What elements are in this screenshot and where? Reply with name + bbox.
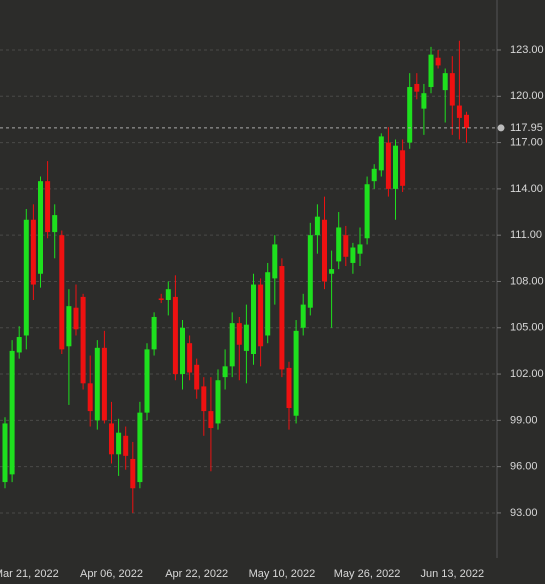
x-tick-label: Jun 13, 2022	[420, 568, 484, 580]
candle-body	[16, 337, 22, 353]
y-tick-label: 123.00	[510, 44, 544, 56]
candle-body	[180, 327, 185, 375]
candle-body	[165, 289, 171, 300]
candle-body	[265, 272, 271, 336]
candle-body	[45, 181, 51, 233]
candle-body	[357, 244, 363, 254]
candle-body	[350, 247, 356, 263]
candle-body	[52, 215, 58, 233]
candle-body	[322, 219, 327, 282]
candle-body	[215, 380, 221, 424]
x-tick-label: Apr 22, 2022	[165, 568, 228, 580]
candle-body	[116, 432, 122, 455]
candle-body	[393, 145, 398, 189]
candle-body	[407, 87, 413, 143]
candle-body	[343, 235, 349, 257]
candle-body	[123, 435, 129, 456]
candle-body	[364, 184, 370, 239]
x-tick-label: May 10, 2022	[249, 568, 316, 580]
candle-body	[456, 105, 462, 118]
x-tick-label: Mar 21, 2022	[0, 568, 59, 580]
candle-body	[229, 323, 235, 367]
candle-body	[201, 386, 207, 412]
candle-body	[187, 343, 193, 373]
candle-body	[336, 227, 342, 262]
y-tick-label: 117.00	[510, 136, 543, 148]
last-price-box	[506, 119, 545, 136]
candle-body	[293, 330, 299, 416]
candle-body	[144, 349, 150, 413]
candle-body	[378, 136, 384, 171]
candle-body	[286, 367, 292, 409]
y-tick-label: 114.00	[510, 183, 543, 195]
candle-body	[23, 219, 29, 336]
y-tick-label: 93.00	[510, 507, 538, 519]
y-tick-label: 120.00	[510, 90, 544, 102]
candle-body	[208, 411, 214, 429]
candle-body	[442, 73, 448, 91]
candle-body	[251, 284, 256, 354]
candle-body	[258, 284, 264, 347]
candle-body	[279, 266, 285, 370]
candle-body	[243, 324, 249, 351]
candle-body	[435, 57, 441, 66]
candle-body	[59, 235, 65, 350]
candle-body	[73, 307, 79, 330]
candle-body	[137, 412, 143, 483]
candle-body	[385, 142, 391, 189]
candle-body	[151, 316, 157, 350]
candle-body	[38, 181, 43, 274]
candle-body	[130, 458, 136, 489]
candle-body	[172, 296, 178, 375]
candle-body	[101, 347, 107, 421]
candle-body	[66, 306, 72, 347]
candle-body	[400, 150, 406, 186]
candle-body	[449, 73, 455, 106]
last-price-label: 117.95	[510, 122, 543, 134]
candle-body	[236, 323, 242, 345]
candle-body	[414, 83, 420, 92]
candle-body	[421, 93, 427, 109]
y-tick-label: 102.00	[510, 368, 544, 380]
x-tick-label: Apr 06, 2022	[80, 568, 143, 580]
candle-body	[80, 296, 86, 384]
candle-body	[94, 347, 100, 421]
last-price-marker	[497, 124, 505, 132]
candle-body	[9, 350, 15, 475]
y-tick-label: 99.00	[510, 414, 538, 426]
candle-body	[329, 269, 335, 274]
candle-body	[272, 244, 278, 279]
candle-body	[30, 219, 36, 285]
candle-body	[222, 366, 228, 378]
candle-body	[158, 298, 164, 300]
candle-body	[194, 364, 200, 390]
y-tick-label: 105.00	[510, 322, 544, 334]
y-tick-label: 111.00	[510, 229, 542, 241]
candle-body	[109, 423, 114, 455]
candle-body	[314, 216, 320, 236]
candle-body	[428, 54, 434, 88]
candle-body	[300, 304, 306, 328]
y-tick-label: 108.00	[510, 275, 544, 287]
x-tick-label: May 26, 2022	[334, 568, 401, 580]
candle-body	[307, 235, 313, 308]
candle-body	[2, 423, 8, 483]
candle-body	[87, 383, 93, 412]
candle-body	[371, 168, 377, 182]
candle-body	[464, 114, 469, 128]
y-tick-label: 96.00	[510, 461, 538, 473]
